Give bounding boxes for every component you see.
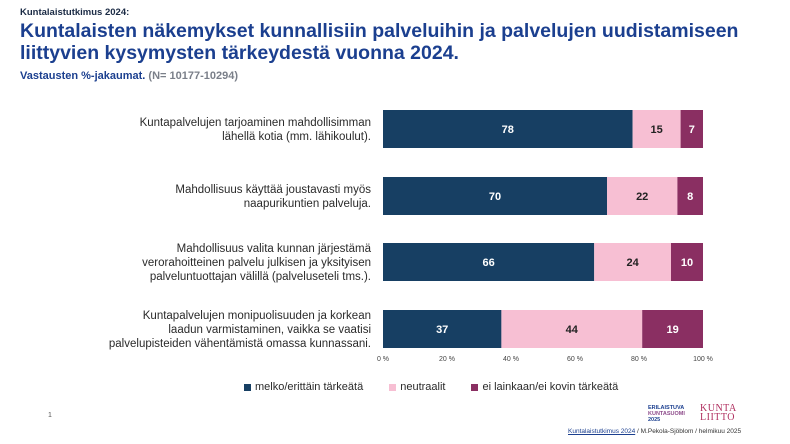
x-tick-label-6: 100 % bbox=[693, 356, 713, 363]
category-label-1-line-1: Kuntapalvelujen tarjoaminen mahdollisimm… bbox=[140, 117, 371, 129]
category-label-4-line-1: Kuntapalvelujen monipuolisuuden ja korke… bbox=[143, 310, 371, 322]
data-label-neutral-1: 15 bbox=[650, 124, 662, 136]
bar-not-important-4 bbox=[642, 310, 703, 348]
legend-item-important: melko/erittäin tärkeätä bbox=[244, 381, 363, 393]
footer-source: Kuntalaistutkimus 2024 / M.Pekola-Sjöblo… bbox=[568, 428, 741, 435]
logo2-line-2: LIITTO bbox=[700, 412, 736, 423]
category-label-4-line-2: laadun varmistaminen, vaikka se vaatisi bbox=[168, 324, 371, 336]
source-author: / M.Pekola-Sjöblom / helmikuu 2025 bbox=[635, 428, 742, 435]
category-label-2-line-1: Mahdollisuus käyttää joustavasti myös bbox=[175, 184, 371, 196]
subtitle: Vastausten %-jakaumat. (N= 10177-10294) bbox=[20, 70, 238, 82]
data-label-not-important-3: 10 bbox=[681, 257, 693, 269]
data-label-neutral-3: 24 bbox=[626, 257, 639, 269]
data-label-not-important-1: 7 bbox=[689, 124, 695, 136]
legend-item-neutral: neutraalit bbox=[389, 381, 445, 393]
subtitle-text: Vastausten %-jakaumat. bbox=[20, 70, 146, 82]
x-tick-label-1: 0 % bbox=[377, 356, 389, 363]
page-title: Kuntalaisten näkemykset kunnallisiin pal… bbox=[20, 20, 739, 64]
legend-label-important: melko/erittäin tärkeätä bbox=[255, 381, 364, 393]
kicker: Kuntalaistutkimus 2024: bbox=[20, 7, 130, 18]
data-label-important-1: 78 bbox=[502, 124, 514, 136]
erilaistuva-kuntasuomi-logo: ERILAISTUVA KUNTASUOMI 2025 bbox=[648, 405, 690, 423]
x-tick-label-2: 20 % bbox=[439, 356, 455, 363]
bar-important-1 bbox=[383, 110, 633, 148]
bar-neutral-4 bbox=[501, 310, 643, 348]
sample-size: (N= 10177-10294) bbox=[148, 70, 238, 82]
legend-item-not-important: ei lainkaan/ei kovin tärkeätä bbox=[471, 381, 618, 393]
logo1-line-2: KUNTASUOMI bbox=[648, 411, 685, 417]
bar-not-important-1 bbox=[680, 110, 703, 148]
x-tick-label-3: 40 % bbox=[503, 356, 519, 363]
logo1-line-3: 2025 bbox=[648, 417, 661, 423]
x-tick-label-5: 80 % bbox=[631, 356, 647, 363]
data-label-not-important-4: 19 bbox=[666, 324, 678, 336]
category-label-3-line-2: verorahoitteinen palvelu julkisen ja yks… bbox=[142, 257, 371, 269]
legend-swatch-not-important bbox=[471, 383, 479, 391]
data-label-neutral-2: 22 bbox=[636, 191, 648, 203]
legend-swatch-important bbox=[244, 383, 251, 391]
kuntaliitto-logo: KUNTA LIITTO bbox=[700, 403, 737, 423]
bar-important-3 bbox=[383, 243, 595, 281]
bar-neutral-2 bbox=[607, 177, 678, 215]
x-tick-label-4: 60 % bbox=[567, 356, 583, 363]
data-label-not-important-2: 8 bbox=[687, 191, 693, 203]
source-link[interactable]: Kuntalaistutkimus 2024 bbox=[568, 428, 636, 435]
legend-swatch-neutral bbox=[389, 383, 397, 391]
bar-neutral-3 bbox=[594, 243, 671, 281]
legend-label-neutral: neutraalit bbox=[400, 381, 446, 393]
category-label-3-line-3: palveluntuottajan välillä (palveluseteli… bbox=[150, 271, 371, 283]
category-label-3-line-1: Mahdollisuus valita kunnan järjestämä bbox=[177, 243, 372, 255]
legend-label-not-important: ei lainkaan/ei kovin tärkeätä bbox=[482, 381, 619, 393]
data-label-important-2: 70 bbox=[489, 191, 501, 203]
bar-important-4 bbox=[383, 310, 502, 348]
category-label-2-line-2: naapurikuntien palveluja. bbox=[244, 198, 371, 210]
category-label-1-line-2: lähellä kotia (mm. lähikoulut). bbox=[222, 131, 371, 143]
logo2-line-1: KUNTA bbox=[700, 403, 737, 414]
logo1-line-1: ERILAISTUVA bbox=[648, 405, 685, 411]
bar-neutral-1 bbox=[632, 110, 681, 148]
category-label-4-line-3: palvelupisteiden vähentämistä omassa kun… bbox=[109, 338, 371, 350]
legend: melko/erittäin tärkeätä neutraalit ei la… bbox=[244, 381, 644, 393]
stacked-bar-chart: Kuntapalvelujen tarjoaminen mahdollisimm… bbox=[109, 110, 713, 363]
bar-important-2 bbox=[383, 177, 607, 215]
bar-not-important-3 bbox=[671, 243, 703, 281]
data-label-important-4: 37 bbox=[436, 324, 448, 336]
page-number: 1 bbox=[48, 412, 52, 419]
data-label-neutral-4: 44 bbox=[566, 324, 579, 336]
data-label-important-3: 66 bbox=[482, 257, 494, 269]
bar-not-important-2 bbox=[677, 177, 703, 215]
